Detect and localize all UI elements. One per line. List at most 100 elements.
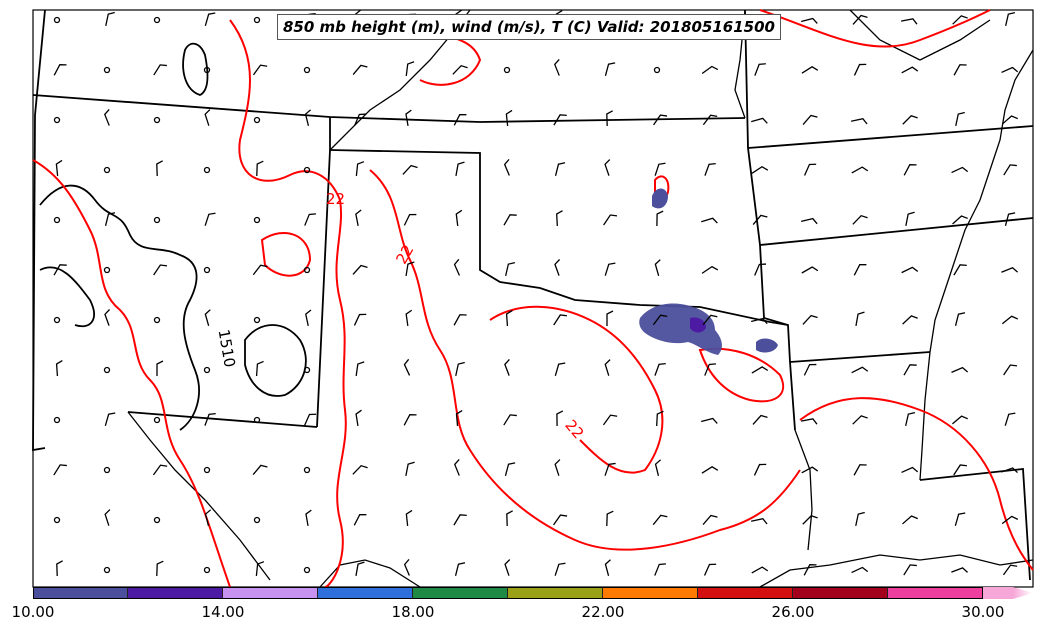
calm-wind-marker: [253, 116, 261, 124]
wind-barb: [654, 459, 662, 476]
colorbar-segment: [983, 587, 1033, 599]
calm-wind-marker: [303, 366, 311, 374]
wind-barb: [554, 459, 561, 476]
wind-barb: [553, 58, 560, 76]
wind-barb: [255, 360, 264, 377]
wind-barb: [352, 64, 368, 76]
calm-wind-marker: [103, 166, 111, 174]
wind-barb: [455, 361, 465, 377]
wind-barb: [905, 411, 916, 426]
precip-area-core: [690, 317, 706, 333]
wind-barb: [403, 213, 417, 226]
wind-barb: [754, 263, 767, 276]
wind-barb: [704, 162, 716, 176]
wind-barb: [802, 314, 818, 325]
wind-barb: [903, 564, 917, 576]
wind-barb: [454, 562, 466, 576]
wind-barb: [453, 258, 461, 276]
wind-barb: [304, 109, 312, 126]
wind-barb: [1001, 266, 1019, 273]
wind-barb: [754, 63, 766, 76]
wind-barb: [653, 114, 668, 126]
wind-barb: [53, 64, 67, 76]
calm-wind-marker: [153, 316, 161, 324]
wind-barb: [803, 163, 817, 176]
wind-barb: [505, 109, 513, 127]
wind-barb: [153, 264, 168, 276]
wind-barb: [652, 514, 668, 526]
wind-barb: [1002, 564, 1018, 576]
colorbar-segment: [508, 587, 603, 599]
wind-barb: [355, 561, 365, 577]
wind-barb: [455, 209, 463, 227]
wind-barb: [701, 217, 718, 224]
wind-barb: [902, 315, 918, 325]
wind-barb: [355, 409, 362, 427]
wind-barb: [752, 214, 768, 226]
map-title: 850 mb height (m), wind (m/s), T (C) Val…: [277, 14, 781, 40]
calm-wind-marker: [253, 416, 261, 424]
wind-barb: [801, 466, 819, 474]
wind-barb: [403, 358, 411, 376]
wind-barb: [604, 559, 611, 576]
wind-barb: [156, 560, 164, 577]
calm-wind-marker: [53, 116, 61, 124]
calm-wind-marker: [153, 116, 161, 124]
wind-barb: [604, 262, 616, 276]
calm-wind-marker: [153, 16, 161, 24]
wind-barb: [252, 64, 268, 76]
temperature-contour-north: [759, 9, 991, 48]
wind-barb: [606, 310, 614, 326]
wind-barb: [750, 518, 768, 525]
wind-barb: [204, 12, 216, 26]
wind-barb: [801, 66, 819, 74]
wind-barb: [751, 366, 769, 374]
wind-barb: [853, 264, 867, 276]
calm-wind-marker: [53, 216, 61, 224]
wind-barb: [506, 510, 513, 527]
mexico-border: [319, 559, 421, 588]
wind-barb: [953, 264, 967, 276]
wind-barb: [453, 514, 467, 526]
wind-barb: [751, 165, 769, 174]
wind-barb: [554, 562, 566, 576]
colorbar-segment: [603, 587, 698, 599]
wind-barb: [751, 566, 769, 574]
colorbar: [33, 587, 1033, 599]
wind-barb: [901, 66, 919, 74]
wind-barb: [405, 61, 415, 77]
temperature-contour-small: [260, 231, 312, 277]
wind-barb: [355, 161, 365, 177]
wind-barb: [852, 214, 868, 225]
wind-barb: [701, 265, 719, 274]
wind-barb: [1005, 11, 1016, 26]
colorbar-tick-label: 18.00: [391, 603, 435, 621]
wind-barb: [204, 309, 211, 326]
wind-barb: [1001, 515, 1019, 525]
wind-barb: [256, 160, 264, 177]
wind-barb: [103, 108, 110, 126]
wind-barb: [554, 362, 566, 376]
wind-barb: [656, 410, 664, 427]
wind-barb: [53, 264, 67, 276]
state-boundaries: [32, 9, 1034, 581]
wind-barb: [405, 509, 413, 527]
missouri-arkansas-boundary: [747, 125, 1034, 149]
wind-barb: [902, 115, 918, 125]
wind-barb: [951, 366, 969, 373]
wind-barb: [55, 360, 63, 377]
wind-barb: [405, 261, 415, 277]
wind-barb: [701, 65, 719, 75]
wind-barb: [604, 462, 616, 476]
wind-barb: [1004, 412, 1016, 426]
calm-wind-marker: [253, 216, 261, 224]
texas-oklahoma-boundary: [329, 149, 789, 326]
wind-barb: [153, 64, 167, 76]
wind-barb: [353, 514, 367, 526]
temperature-contour-central: [369, 169, 801, 551]
wind-barbs: [53, 9, 1019, 577]
wind-barb: [204, 212, 216, 226]
wind-barb: [1003, 364, 1018, 376]
wind-barb: [553, 314, 568, 326]
